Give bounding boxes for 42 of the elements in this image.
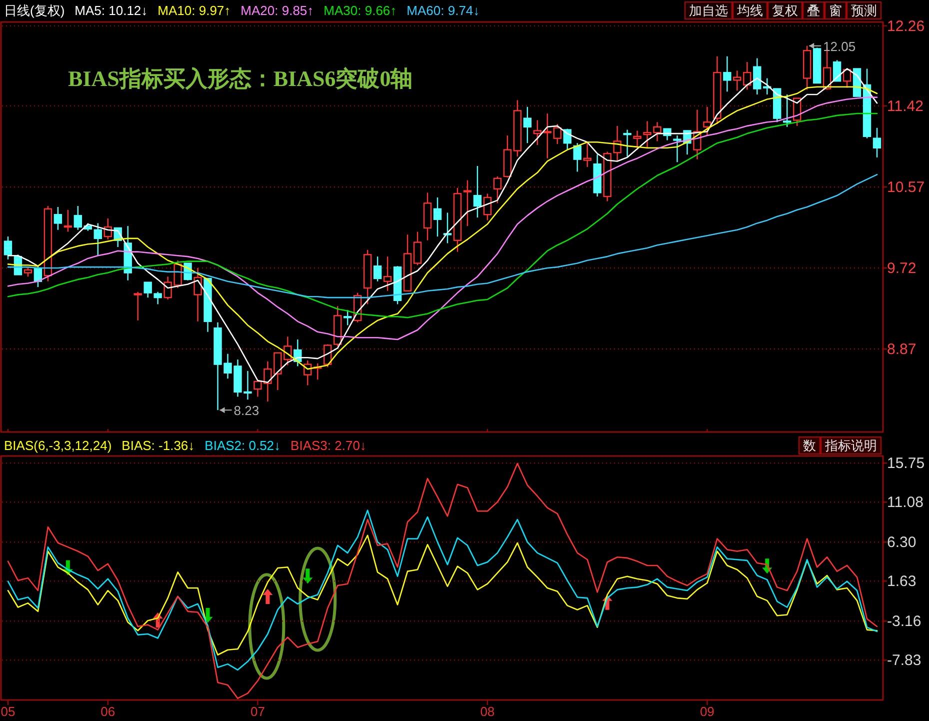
text: 指标说明 xyxy=(824,438,877,453)
line-series xyxy=(7,112,878,318)
annotation: 8.23 xyxy=(234,403,260,418)
text: MA5: 10.12↓ xyxy=(74,3,148,18)
text: 数 xyxy=(803,438,816,453)
y-tick-label: 10.57 xyxy=(887,178,925,196)
line-series xyxy=(7,174,878,298)
x-tick-label: 07 xyxy=(250,704,265,719)
text: MA60: 9.74↓ xyxy=(406,3,480,18)
text: MA30: 9.66↑ xyxy=(324,3,397,18)
text: 预测 xyxy=(851,3,877,18)
line-series xyxy=(7,534,878,656)
x-tick-label: 05 xyxy=(0,704,16,719)
y-tick-label: -3.16 xyxy=(887,613,922,630)
y-tick-label: 11.08 xyxy=(887,494,924,512)
text: 窗 xyxy=(829,3,842,18)
y-tick-label: 6.30 xyxy=(887,534,916,552)
y-tick-label: 15.75 xyxy=(887,455,925,472)
y-tick-label: 12.26 xyxy=(887,18,925,35)
text: 叠 xyxy=(807,3,820,18)
x-tick-label: 06 xyxy=(100,704,116,719)
line-series xyxy=(7,462,878,699)
x-tick-label: 09 xyxy=(700,704,714,719)
y-tick-label: 11.42 xyxy=(887,98,924,115)
text: 复权 xyxy=(772,3,798,18)
text: BIAS3: 2.70↓ xyxy=(290,438,366,453)
chart-title: 日线(复权) xyxy=(4,3,65,18)
text: BIAS: -1.36↓ xyxy=(122,438,195,453)
text: MA10: 9.97↑ xyxy=(158,3,231,18)
chart-title: BIAS(6,-3,3,12,24) xyxy=(4,438,112,453)
text: MA20: 9.85↑ xyxy=(240,3,314,18)
text: 均线 xyxy=(736,3,763,18)
line-series xyxy=(7,510,878,671)
x-tick-label: 08 xyxy=(480,704,495,719)
annotation: 12.05 xyxy=(823,38,856,54)
text: BIAS指标买入形态：BIAS6突破0轴 xyxy=(68,66,413,91)
text: BIAS2: 0.52↓ xyxy=(204,438,281,453)
y-tick-label: -7.83 xyxy=(887,652,922,670)
text: 加自选 xyxy=(689,3,728,18)
y-tick-label: 8.87 xyxy=(887,341,916,358)
y-tick-label: 9.72 xyxy=(887,260,916,277)
y-tick-label: 1.63 xyxy=(887,573,916,590)
